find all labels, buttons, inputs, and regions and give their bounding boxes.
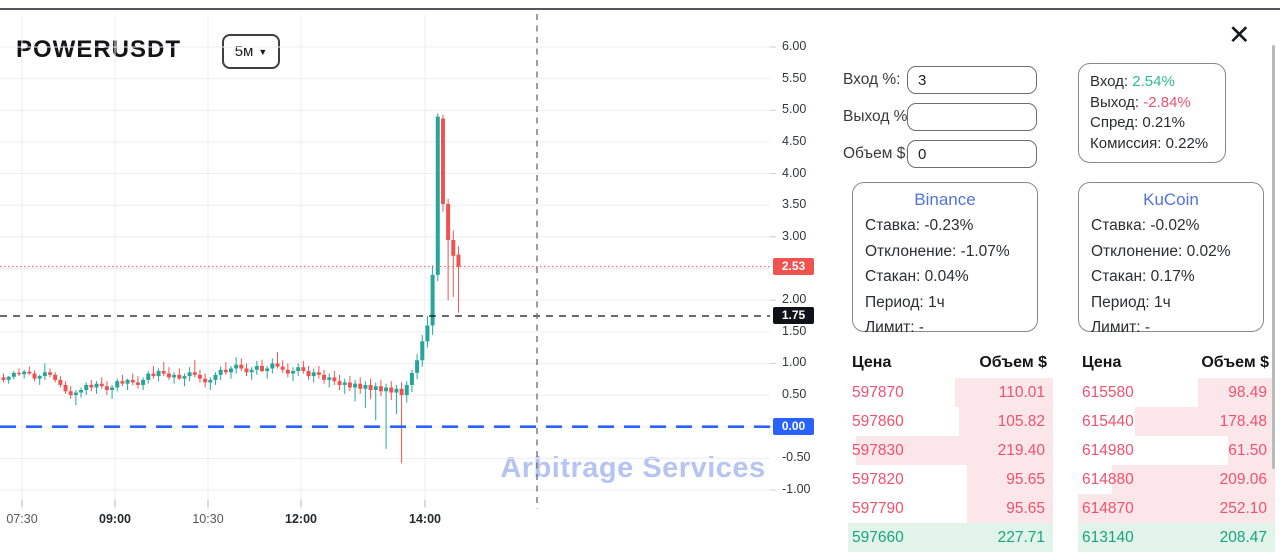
- exchange-stat: Лимит: -: [865, 319, 925, 336]
- price-axis-label: -0.50: [782, 450, 811, 465]
- price-axis-label: 4.50: [782, 133, 807, 148]
- exchange-stat: Отклонение: -1.07%: [865, 242, 1010, 260]
- summary-line: Выход: -2.84%: [1090, 93, 1191, 111]
- orderbook-row[interactable]: 597860 105.82: [848, 407, 1053, 436]
- price-axis-label: 3.00: [782, 228, 807, 243]
- price-line-badge: 1.75: [773, 307, 814, 325]
- price-axis-label: 4.00: [782, 165, 807, 180]
- binance-orderbook: Цена Объем $ 597870 110.01 597860 105.82 59783…: [848, 352, 1053, 552]
- price-axis-label: 5.00: [782, 102, 807, 117]
- price-line-badge: 0.00: [773, 418, 814, 436]
- entry-percent-label: Вход %:: [843, 71, 901, 88]
- orderbook-row[interactable]: 615580 98.49: [1078, 378, 1275, 407]
- price-axis-label: 1.00: [782, 355, 807, 370]
- close-icon[interactable]: ✕: [1228, 20, 1251, 50]
- volume-usd-label: Объем $:: [843, 145, 910, 162]
- exchange-stat: Ставка: -0.23%: [865, 217, 974, 234]
- price-axis-label: 1.50: [782, 323, 807, 338]
- exchange-stat: Ставка: -0.02%: [1091, 217, 1200, 234]
- symbol-title: POWERUSDT: [16, 36, 181, 63]
- price-line-badge: 2.53: [773, 258, 814, 276]
- binance-stats-box: Binance Ставка: -0.23% Отклонение: -1.07% С…: [852, 182, 1038, 336]
- time-axis-label: 09:00: [99, 512, 131, 526]
- watermark: Arbitrage Services: [500, 452, 766, 484]
- panel-scrollbar[interactable]: [1272, 45, 1275, 469]
- spread-summary-box: Вход: 2.54% Выход: -2.84% Спред: 0.21% Коми…: [1078, 63, 1226, 163]
- exchange-stat: Стакан: 0.04%: [865, 268, 969, 285]
- window-top-border: [0, 8, 1280, 10]
- volume-usd-row: Объем $:: [843, 140, 1037, 168]
- time-axis-label: 10:30: [192, 512, 224, 526]
- time-axis-label: 07:30: [6, 512, 38, 526]
- price-axis-label: 0.50: [782, 387, 807, 402]
- kucoin-stats-box: KuCoin Ставка: -0.02% Отклонение: 0.02% Ста…: [1078, 182, 1264, 336]
- price-axis-label: 5.50: [782, 70, 807, 85]
- orderbook-row[interactable]: 597790 95.65: [848, 494, 1053, 523]
- chevron-down-icon: ▼: [258, 47, 268, 57]
- kucoin-orderbook: Цена Объем $ 615580 98.49 615440 178.48 614980…: [1078, 352, 1275, 552]
- orderbook-row[interactable]: 614870 252.10: [1078, 494, 1275, 523]
- exchange-stat: Период: 1ч: [865, 293, 945, 311]
- exchange-stat: Лимит: -: [1091, 319, 1151, 336]
- summary-line: Спред: 0.21%: [1090, 114, 1185, 131]
- price-axis-label: 3.50: [782, 197, 807, 212]
- orderbook-header: Цена Объем $: [852, 354, 1047, 371]
- orderbook-row[interactable]: 597820 95.65: [848, 465, 1053, 494]
- exchange-stat: Отклонение: 0.02%: [1091, 242, 1231, 260]
- volume-usd-input[interactable]: [907, 140, 1037, 168]
- exit-percent-row: Выход %:: [843, 103, 1037, 131]
- exchange-name[interactable]: Binance: [914, 190, 976, 209]
- orderbook-row[interactable]: 615440 178.48: [1078, 407, 1275, 436]
- orderbook-row[interactable]: 597660 227.71: [848, 523, 1053, 552]
- time-axis-label: 12:00: [285, 512, 317, 526]
- orderbook-row[interactable]: 614880 209.06: [1078, 465, 1275, 494]
- candlestick-chart[interactable]: [0, 0, 778, 514]
- summary-line: Комиссия: 0.22%: [1090, 134, 1209, 152]
- entry-percent-input[interactable]: [907, 66, 1037, 94]
- entry-percent-row: Вход %:: [843, 66, 1037, 94]
- price-axis-label: 6.00: [782, 39, 807, 53]
- orderbook-row[interactable]: 597870 110.01: [848, 378, 1053, 407]
- orderbook-row[interactable]: 614980 61.50: [1078, 436, 1275, 465]
- orderbook-row[interactable]: 597830 219.40: [848, 436, 1053, 465]
- orderbook-header: Цена Объем $: [1082, 354, 1269, 371]
- time-axis-label: 14:00: [409, 512, 441, 526]
- price-axis-label: -1.00: [782, 482, 811, 496]
- exit-percent-input[interactable]: [907, 103, 1037, 131]
- exchange-stat: Период: 1ч: [1091, 293, 1171, 311]
- orderbook-row[interactable]: 613140 208.47: [1078, 523, 1275, 552]
- exchange-name[interactable]: KuCoin: [1143, 190, 1199, 209]
- exchange-stat: Стакан: 0.17%: [1091, 268, 1195, 285]
- exit-percent-label: Выход %:: [843, 108, 912, 125]
- price-axis-label: 2.00: [782, 292, 807, 307]
- summary-line: Вход: 2.54%: [1090, 73, 1175, 90]
